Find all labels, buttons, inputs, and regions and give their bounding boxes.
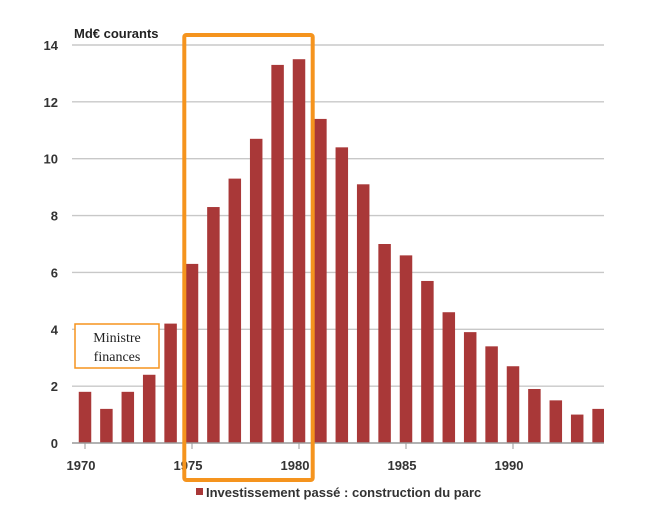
x-tick-label: 1980 <box>281 458 310 473</box>
x-tick-label: 1990 <box>495 458 524 473</box>
bar <box>142 374 156 443</box>
x-tick-label: 1970 <box>67 458 96 473</box>
annotation-line: Ministre <box>93 331 140 346</box>
bar <box>421 280 434 443</box>
y-tick-label: 2 <box>51 379 58 394</box>
bar <box>549 400 563 443</box>
bar <box>292 59 306 443</box>
y-tick-label: 10 <box>44 152 58 167</box>
legend-label: Investissement passé : construction du p… <box>206 485 481 500</box>
x-axis-ticks: 1970 1975 1980 1985 1990 <box>67 443 524 473</box>
bar <box>442 312 456 443</box>
bar <box>463 332 477 443</box>
y-tick-label: 4 <box>51 322 59 337</box>
y-axis-ticks: 0 2 4 6 8 10 12 14 <box>44 38 59 451</box>
bar <box>185 263 199 443</box>
y-tick-label: 0 <box>51 436 58 451</box>
bar <box>164 323 177 443</box>
bar <box>399 255 413 443</box>
bar <box>100 408 113 443</box>
x-tick-label: 1985 <box>388 458 417 473</box>
y-axis-unit-label: Md€ courants <box>74 26 159 41</box>
bar <box>249 138 263 444</box>
highlight-rectangle <box>182 33 315 482</box>
bar <box>485 346 498 443</box>
bar <box>228 178 242 443</box>
y-tick-label: 6 <box>51 265 58 280</box>
bar <box>592 408 604 443</box>
y-tick-label: 12 <box>44 95 58 110</box>
bar <box>78 391 92 443</box>
x-tick-label: 1975 <box>174 458 203 473</box>
bar <box>207 207 220 443</box>
bar <box>335 147 349 444</box>
bar <box>528 388 541 443</box>
bar <box>506 366 520 443</box>
annotation-line: finances <box>94 350 141 365</box>
bar <box>271 64 284 444</box>
y-tick-label: 8 <box>51 209 58 224</box>
y-tick-label: 14 <box>44 38 59 53</box>
bar <box>570 414 584 443</box>
annotation-border <box>74 323 160 369</box>
bar <box>314 118 327 444</box>
bars <box>78 59 604 444</box>
bar <box>378 244 391 443</box>
bar <box>356 184 370 444</box>
legend-swatch <box>196 488 203 495</box>
bar <box>121 391 135 443</box>
annotation-box: Ministre finances <box>74 323 160 369</box>
legend: Investissement passé : construction du p… <box>196 485 481 500</box>
